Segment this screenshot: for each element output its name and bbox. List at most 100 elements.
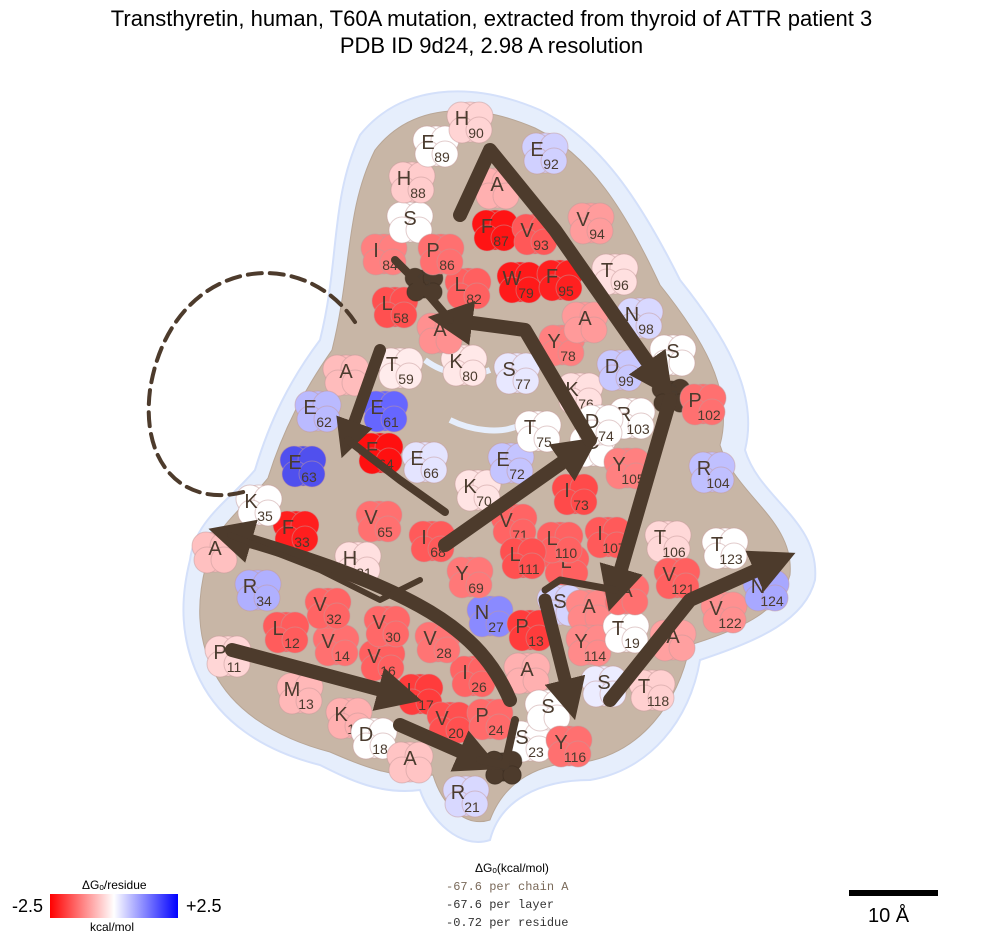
- residue: Y69: [446, 556, 494, 599]
- residue-letter: A: [403, 748, 417, 770]
- residue: H88: [388, 161, 436, 204]
- residue-letter: I: [373, 240, 379, 262]
- residue-number: 13: [298, 696, 314, 712]
- residue-letter: W: [503, 268, 522, 290]
- residue-letter: S: [541, 696, 554, 718]
- residue-letter: A: [490, 174, 504, 196]
- strand-h: [599, 393, 677, 612]
- residue-letter: E: [288, 452, 301, 474]
- residue-letter: K: [463, 476, 477, 498]
- residue: F87: [471, 209, 519, 252]
- residue-number: 118: [647, 693, 670, 709]
- residue: K35: [235, 484, 283, 527]
- residue: E72: [487, 442, 535, 485]
- residue-number: 103: [626, 421, 650, 437]
- residue-letter: S: [515, 727, 528, 749]
- residue-letter: V: [499, 510, 513, 532]
- residue-number: 24: [488, 722, 504, 738]
- residue-number: 98: [638, 321, 654, 337]
- residue-letter: F: [546, 266, 558, 288]
- residue-number: 16: [380, 663, 396, 679]
- residue-letter: L: [509, 544, 520, 566]
- residue: P86: [417, 233, 465, 276]
- energy-per-residue: -0.72 per residue: [446, 916, 569, 930]
- residue-letter: R: [697, 458, 711, 480]
- residue-letter: K: [244, 491, 258, 513]
- residue-letter: S: [597, 672, 610, 694]
- residue-number: 27: [488, 619, 504, 635]
- residue-letter: L: [454, 274, 465, 296]
- residue-letter: Y: [455, 563, 468, 585]
- strand-d: [336, 344, 386, 459]
- residue: T19: [602, 611, 650, 654]
- residue: R21: [442, 775, 490, 818]
- residue-letter: Y: [554, 732, 567, 754]
- strand-e: [438, 437, 599, 552]
- residue-letter: R: [243, 576, 257, 598]
- loop-b-c: [476, 716, 519, 769]
- residue-letter: I: [462, 662, 468, 684]
- residue: S: [386, 201, 434, 244]
- residue-number: 20: [448, 725, 464, 741]
- scale-bar-label: 10 Å: [868, 905, 910, 927]
- strand-g: [453, 143, 673, 399]
- residue-number: 87: [493, 233, 509, 249]
- legend-units: kcal/mol: [90, 920, 135, 934]
- residue-letter: Y: [574, 631, 587, 653]
- residue-letter: V: [576, 209, 590, 231]
- residue-number: 77: [515, 376, 531, 392]
- residue-number: 65: [377, 524, 393, 540]
- residue-letter: S: [553, 591, 566, 613]
- residue-letter: T: [524, 417, 536, 439]
- residue-letter: T: [386, 354, 398, 376]
- residue-number: 62: [316, 414, 332, 430]
- residue-letter: T: [711, 534, 723, 556]
- residue-number: 122: [718, 615, 742, 631]
- residue-number: 94: [589, 226, 605, 242]
- residue-number: 23: [528, 744, 544, 760]
- residue-number: 90: [468, 125, 484, 141]
- residue-letter: T: [601, 260, 613, 282]
- energy-per-chain: -67.6 per chain A: [446, 880, 569, 894]
- residue-number: 92: [543, 156, 559, 172]
- residue-letter: V: [435, 708, 449, 730]
- residue-number: 69: [468, 580, 484, 596]
- residue-letter: V: [662, 564, 676, 586]
- residue-number: 116: [564, 749, 587, 765]
- residue: T96: [591, 253, 639, 296]
- residue-number: 75: [536, 434, 552, 450]
- residue-letter: E: [421, 132, 434, 154]
- residue: I26: [449, 655, 497, 698]
- residue-number: 96: [613, 277, 629, 293]
- residue-letter: A: [339, 361, 353, 383]
- figure-title-line1: Transthyretin, human, T60A mutation, ext…: [110, 6, 873, 31]
- residue-number: 106: [662, 544, 686, 560]
- residue-number: 124: [760, 593, 784, 609]
- residue: A: [503, 652, 551, 695]
- strand-a: [225, 643, 422, 711]
- residue-number: 30: [385, 629, 401, 645]
- residue-letter: P: [515, 616, 528, 638]
- residue: V65: [355, 500, 403, 543]
- residue-number: 111: [518, 561, 539, 577]
- residue-letter: I: [564, 480, 570, 502]
- residue-letter: H: [343, 548, 357, 570]
- residue-letter: V: [372, 612, 386, 634]
- residue: V14: [312, 624, 360, 667]
- residue-letter: T: [612, 618, 624, 640]
- residue-letter: V: [364, 507, 378, 529]
- residue: F33: [272, 510, 320, 553]
- residue-letter: F: [282, 517, 294, 539]
- residue: A: [561, 301, 609, 344]
- disordered-loop: [146, 271, 357, 497]
- residue-number: 95: [558, 283, 574, 299]
- residue-letter: L: [546, 528, 557, 550]
- residue-letter: P: [688, 390, 701, 412]
